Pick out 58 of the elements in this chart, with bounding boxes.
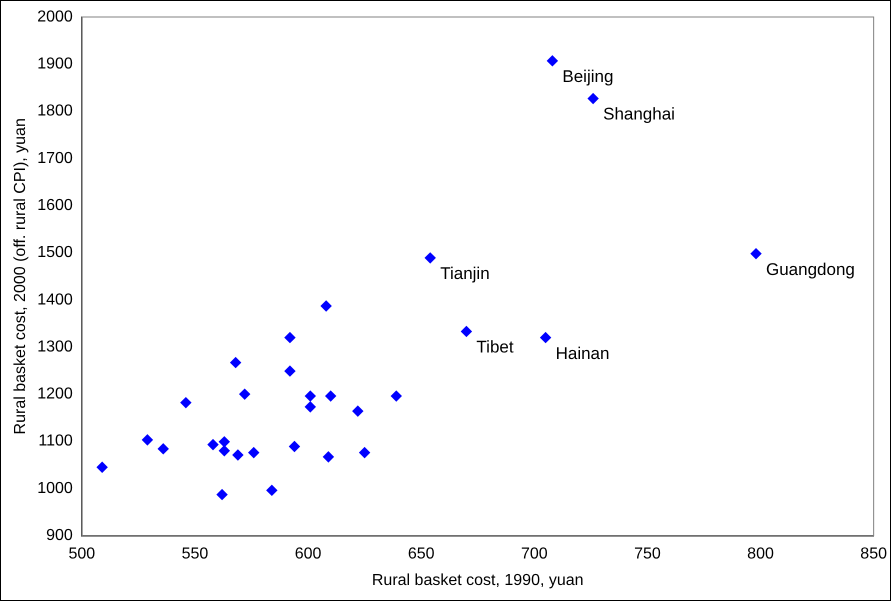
point <box>288 440 300 452</box>
point <box>322 451 334 462</box>
point <box>304 401 316 412</box>
x-tick-label: 650 <box>408 546 435 563</box>
point <box>460 326 472 337</box>
y-tick-label: 1200 <box>37 386 73 403</box>
point <box>424 252 436 264</box>
point <box>142 434 153 446</box>
y-tick-label: 1900 <box>37 56 73 73</box>
y-tick-label: 900 <box>46 527 73 544</box>
annotation: Beijing <box>562 67 614 86</box>
point <box>232 449 244 460</box>
y-tick-label: 2000 <box>37 8 73 26</box>
point <box>266 484 278 496</box>
y-tick-label: 1100 <box>38 432 73 450</box>
point <box>750 248 762 260</box>
point <box>359 447 370 458</box>
point <box>239 388 250 400</box>
y-tick-label: 1400 <box>37 291 73 308</box>
point <box>284 366 296 377</box>
x-tick-label: 750 <box>634 546 661 563</box>
x-tick-label: 500 <box>68 546 96 563</box>
x-tick-label: 700 <box>520 546 548 563</box>
point <box>216 489 228 500</box>
point <box>325 390 336 402</box>
point <box>546 55 558 66</box>
point <box>180 397 192 408</box>
point <box>390 390 402 402</box>
y-axis-title: Rural basket cost, 2000 (off. rural CPI), yuan <box>12 118 30 434</box>
y-tick-label: 1300 <box>37 338 73 356</box>
y-tick-label: 1600 <box>37 196 73 214</box>
x-tick-label: 550 <box>182 546 208 563</box>
y-tick-label: 1700 <box>37 150 73 167</box>
annotation: Hainan <box>556 344 610 363</box>
y-tick-label: 1800 <box>37 102 73 120</box>
point <box>96 462 108 473</box>
x-tick-label: 600 <box>294 546 322 563</box>
x-tick-label: 850 <box>860 546 888 563</box>
y-tick-label: 1000 <box>37 480 73 497</box>
x-axis-title: Rural basket cost, 1990, yuan <box>372 572 584 589</box>
point <box>284 332 296 344</box>
point <box>320 300 332 312</box>
point <box>540 332 552 344</box>
point <box>248 447 260 458</box>
point <box>304 390 316 402</box>
annotation: Shanghai <box>603 104 675 124</box>
annotation: Guangdong <box>766 260 855 279</box>
annotation: Tianjin <box>440 264 490 284</box>
y-tick-label: 1500 <box>37 244 73 262</box>
annotation: Tibet <box>476 338 514 357</box>
point <box>588 93 599 104</box>
point <box>352 406 364 417</box>
point <box>158 443 169 454</box>
x-tick-label: 800 <box>747 546 774 563</box>
point <box>230 357 242 368</box>
point <box>208 439 219 450</box>
point <box>218 445 230 456</box>
point <box>218 436 230 448</box>
